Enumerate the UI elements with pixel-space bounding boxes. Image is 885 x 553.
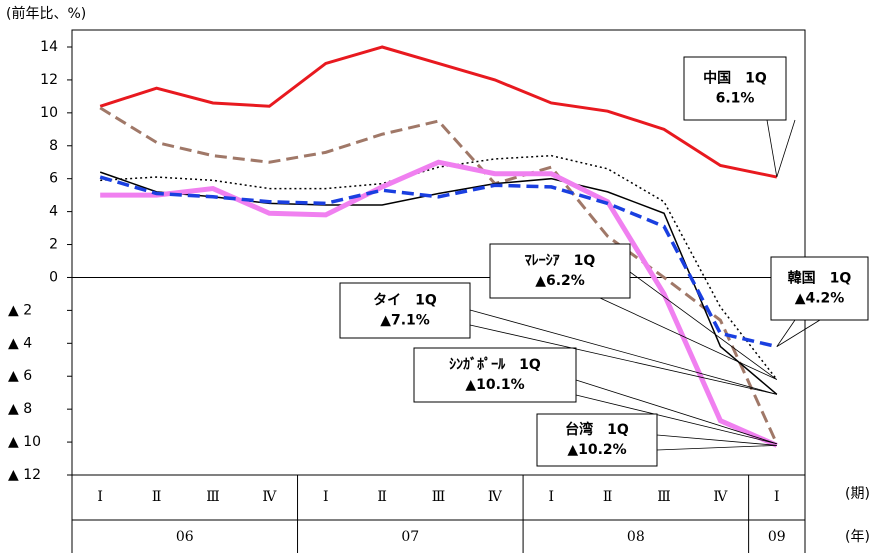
x-tick-label: Ⅱ (377, 489, 387, 505)
callout-pointer (599, 297, 777, 380)
callout-text: ▲7.1% (380, 313, 430, 329)
year-axis-label: (年) (845, 529, 870, 545)
callout-box (536, 413, 658, 467)
x-tick-label: Ⅲ (432, 489, 446, 505)
callout-pointer (776, 119, 796, 178)
callout-text: 6.1% (716, 91, 755, 107)
callout-text: ﾏﾚｰｼｱ 1Q (525, 253, 596, 269)
series-line (99, 106, 779, 445)
year-label: 08 (627, 529, 645, 545)
callout-text: ▲4.2% (795, 291, 845, 307)
callout-box (683, 56, 787, 121)
series-line (99, 175, 778, 349)
y-tick-label: 12 (40, 72, 58, 88)
series-line (100, 154, 778, 380)
callout-box (770, 256, 869, 321)
callout-text: ▲10.2% (567, 442, 626, 458)
year-label: 07 (401, 529, 419, 545)
callout-pointer (469, 324, 777, 395)
callout-pointer (469, 309, 777, 395)
y-tick-label: 4 (49, 204, 58, 220)
y-tick-label: ▲ 10 (8, 434, 41, 450)
y-tick-label: ▲ 6 (8, 368, 32, 384)
y-tick-label: 10 (40, 105, 58, 121)
year-label: 06 (176, 529, 194, 545)
x-axis-label: (期) (845, 486, 870, 502)
callout-text: 中国 1Q (703, 70, 767, 87)
callout-box (339, 282, 471, 339)
x-tick-label: Ⅲ (206, 489, 220, 505)
x-tick-label: Ⅳ (262, 489, 277, 505)
y-tick-label: 8 (49, 138, 58, 154)
series-line (99, 45, 778, 179)
callout-text: 台湾 1Q (565, 421, 629, 438)
y-tick-label: ▲ 8 (8, 401, 32, 417)
y-tick-label: 14 (40, 39, 58, 55)
callout-pointer (776, 319, 821, 347)
y-tick-label: ▲ 2 (8, 302, 32, 318)
y-tick-label: ▲ 4 (8, 335, 32, 351)
callout-box (489, 243, 631, 299)
callout-box (413, 347, 577, 403)
x-tick-label: Ⅰ (97, 489, 103, 505)
callout-pointer (776, 319, 796, 347)
series-line (100, 159, 778, 448)
x-tick-label: Ⅳ (488, 489, 503, 505)
callout-pointer (575, 379, 777, 445)
x-tick-label: Ⅱ (603, 489, 613, 505)
callout-pointer (656, 434, 777, 446)
x-tick-label: Ⅰ (549, 489, 555, 505)
callout-text: ▲6.2% (535, 273, 585, 289)
x-tick-label: Ⅰ (774, 489, 780, 505)
callout-text: ▲10.1% (465, 377, 524, 393)
callout-pointer (656, 444, 777, 451)
plot-frame (71, 29, 806, 476)
y-axis-label: (前年比、%) (6, 5, 86, 22)
y-tick-label: 0 (49, 269, 58, 285)
callout-text: 韓国 1Q (788, 270, 852, 287)
y-tick-label: 2 (49, 237, 58, 253)
x-tick-label: Ⅳ (713, 489, 728, 505)
callout-pointer (575, 394, 777, 445)
x-tick-label: Ⅲ (657, 489, 671, 505)
callout-pointer (629, 271, 778, 380)
callout-text: ｼﾝｶﾞﾎﾟｰﾙ 1Q (449, 356, 541, 373)
y-tick-label: ▲ 12 (8, 467, 41, 483)
callout-pointer (766, 119, 778, 178)
callout-text: タイ 1Q (373, 293, 437, 309)
x-tick-label: Ⅱ (152, 489, 162, 505)
year-label: 09 (768, 529, 786, 545)
y-tick-label: 6 (49, 171, 58, 187)
x-tick-label: Ⅰ (323, 489, 329, 505)
